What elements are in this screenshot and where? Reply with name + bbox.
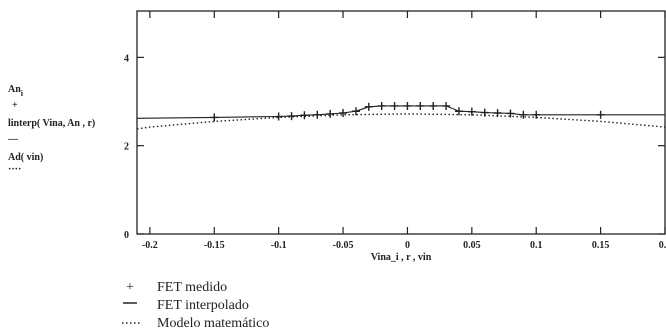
x-tick-label: -0.1: [271, 240, 287, 251]
legend-item-fet-interpolado: FET interpolado: [123, 298, 249, 313]
y-label-series1-symbol: An: [8, 84, 21, 95]
x-tick-label: 0.05: [463, 240, 481, 251]
y-tick-label: 4: [124, 53, 129, 64]
y-tick-label: 0: [124, 230, 129, 241]
y-label-series2-marker: —: [7, 134, 19, 145]
legend-marker-plus: +: [126, 280, 134, 295]
series-line-fet-interpolado: [136, 105, 665, 119]
plot-frame: [136, 10, 666, 235]
y-label-series3-marker: ····: [8, 164, 21, 175]
legend-item-fet-medido: + FET medido: [126, 280, 227, 295]
legend-item-modelo-matematico: Modelo matemático: [122, 316, 269, 331]
legend: + FET medido FET interpolado Modelo mate…: [122, 280, 269, 331]
y-tick-label: 2: [124, 142, 129, 153]
y-label-series1: Ani: [8, 84, 24, 98]
x-tick-label: -0.2: [142, 240, 158, 251]
x-tick-label: 0: [405, 240, 410, 251]
x-tick-label: -0.05: [333, 240, 354, 251]
x-axis-label: Vina_i , r , vin: [371, 252, 432, 263]
x-tick-label: 0.1: [530, 240, 543, 251]
y-label-series1-marker: +: [12, 100, 18, 111]
y-label-series1-subscript: i: [21, 89, 24, 98]
y-axis-series-labels: Ani + linterp( Vina, An , r) — Ad( vin) …: [7, 84, 95, 175]
x-tick-label: 0.15: [592, 240, 610, 251]
series-line-modelo-matematico: [136, 113, 666, 130]
x-tick-label: 0.2: [659, 240, 666, 251]
x-tick-label: -0.15: [204, 240, 225, 251]
legend-label-fet-interpolado: FET interpolado: [157, 298, 249, 313]
legend-label-fet-medido: FET medido: [157, 280, 227, 295]
y-label-series3: Ad( vin): [8, 152, 43, 163]
legend-label-modelo-matematico: Modelo matemático: [157, 316, 269, 331]
y-label-series2: linterp( Vina, An , r): [8, 118, 95, 129]
